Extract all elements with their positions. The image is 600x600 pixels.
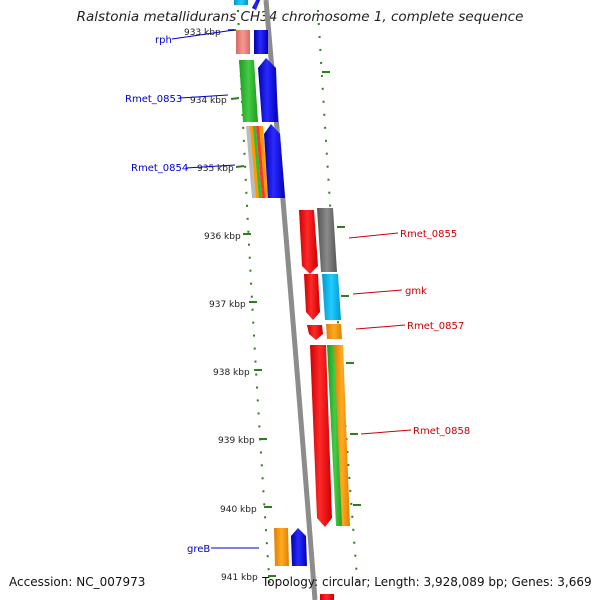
gene-label-rmet-0854[interactable]: Rmet_0854 [131, 163, 188, 174]
map-title: Ralstonia metallidurans CH34 chromosome … [76, 9, 524, 25]
tick-label-938: 938 kbp [213, 368, 250, 378]
gene-partial-bottom[interactable] [320, 594, 334, 600]
gene-label-rmet-0858[interactable]: Rmet_0858 [413, 426, 470, 437]
gene-label-rmet-0855[interactable]: Rmet_0855 [400, 229, 457, 240]
gene-rmet-0858[interactable] [310, 345, 350, 527]
tick-label-936: 936 kbp [204, 232, 241, 242]
tick-label-934: 934 kbp [190, 96, 227, 106]
tick-label-935: 935 kbp [197, 164, 234, 174]
gene-rmet-0853[interactable] [239, 58, 278, 122]
genome-stats-text: Topology: circular; Length: 3,928,089 bp… [262, 575, 592, 589]
tick-label-937: 937 kbp [209, 300, 246, 310]
gene-rmet-0855[interactable] [299, 208, 337, 274]
gene-label-gmk[interactable]: gmk [405, 286, 427, 297]
gene-label-greb[interactable]: greB [187, 544, 210, 555]
tick-marks [228, 29, 361, 577]
tick-label-941: 941 kbp [221, 573, 258, 583]
tick-label-939: 939 kbp [218, 436, 255, 446]
gene-gmk[interactable] [304, 274, 341, 320]
gene-rmet-0857[interactable] [307, 324, 342, 340]
tick-label-940: 940 kbp [220, 505, 257, 515]
gene-greb[interactable] [274, 528, 307, 566]
gene-rmet-0854[interactable] [246, 124, 285, 198]
gene-rph[interactable] [234, 0, 268, 54]
leader-lines-right [348, 232, 412, 435]
gene-label-rmet-0853[interactable]: Rmet_0853 [125, 94, 182, 105]
gene-label-rph[interactable]: rph [155, 35, 172, 46]
leader-lines-left [171, 29, 259, 549]
accession-text: Accession: NC_007973 [9, 575, 146, 589]
gene-label-rmet-0857[interactable]: Rmet_0857 [407, 321, 464, 332]
tick-label-933: 933 kbp [184, 28, 221, 38]
